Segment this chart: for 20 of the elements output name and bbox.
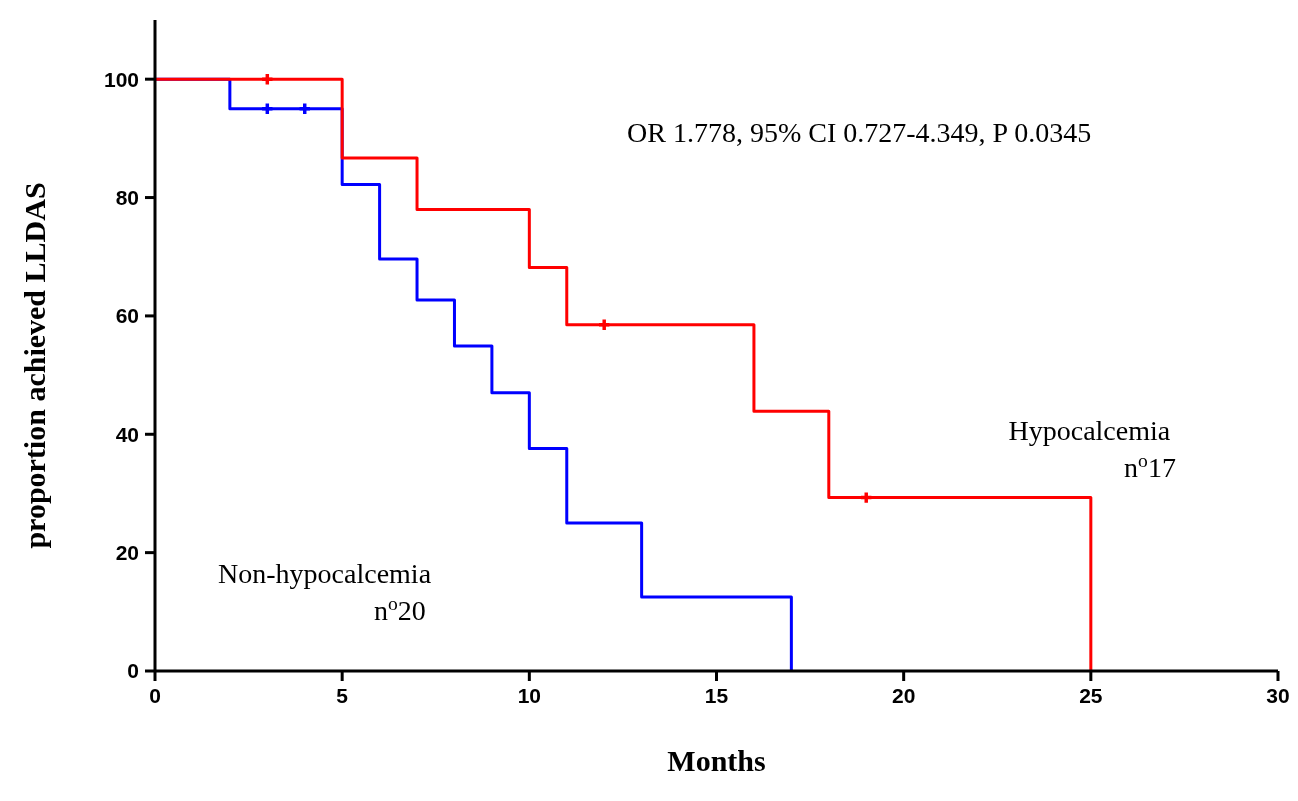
y-tick-label: 80 bbox=[115, 185, 139, 209]
annotation: n$^{o}$17 bbox=[1124, 449, 1176, 484]
annotation: OR 1.778, 95% CI 0.727-4.349, P 0.0345 bbox=[627, 116, 1092, 148]
y-tick-label: 60 bbox=[115, 304, 139, 328]
annotation: n$^{o}$20 bbox=[373, 592, 426, 627]
y-tick-label: 20 bbox=[115, 540, 139, 564]
x-tick-label: 0 bbox=[149, 684, 161, 707]
y-axis-title: proportion achieved LLDAS bbox=[18, 182, 51, 549]
y-tick-label: 40 bbox=[115, 422, 139, 446]
y-tick-label: 0 bbox=[127, 659, 139, 683]
annotation: Non-hypocalcemia bbox=[218, 558, 432, 590]
y-tick-label: 100 bbox=[103, 67, 139, 91]
x-tick-label: 15 bbox=[704, 684, 729, 707]
x-tick-label: 10 bbox=[517, 684, 542, 707]
x-tick-label: 25 bbox=[1079, 684, 1103, 707]
x-tick-label: 30 bbox=[1266, 684, 1290, 707]
x-tick-label: 5 bbox=[336, 684, 349, 707]
annotation: Hypocalcemia bbox=[1008, 414, 1171, 446]
x-tick-label: 20 bbox=[891, 684, 916, 707]
x-axis-title: Months bbox=[667, 744, 766, 777]
